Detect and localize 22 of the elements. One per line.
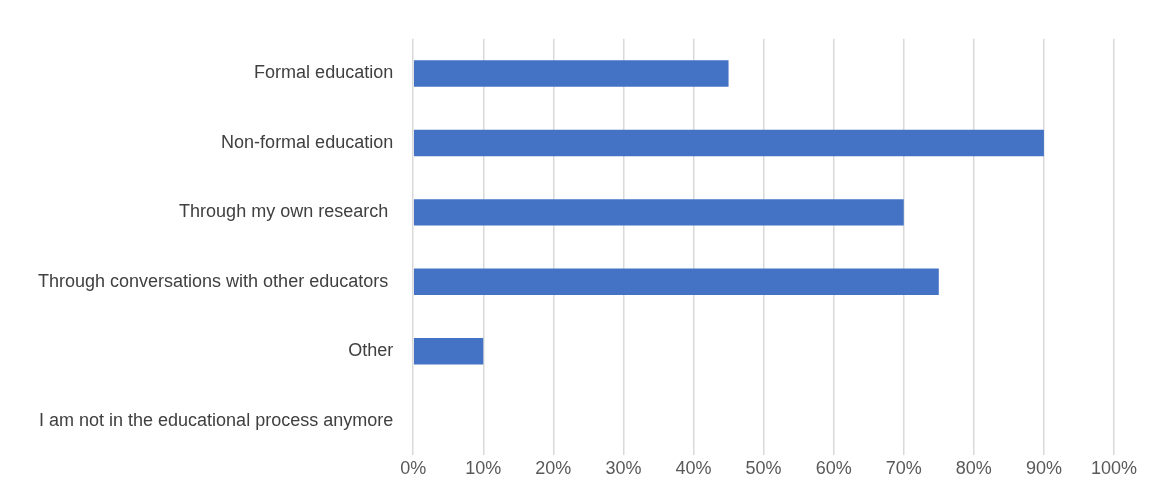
x-tick-label: 70% — [885, 458, 922, 479]
bar — [413, 129, 1044, 157]
y-tick-label: I am not in the educational process anymore — [38, 409, 394, 430]
x-tick-label: 90% — [1025, 458, 1062, 479]
y-tick-label: Formal education — [254, 62, 394, 83]
x-tick-label: 60% — [815, 458, 852, 479]
y-tick-label: Other — [348, 340, 394, 361]
x-tick-label: 20% — [535, 458, 572, 479]
x-tick-label: 30% — [605, 458, 642, 479]
x-tick-label: 10% — [465, 458, 502, 479]
bar — [413, 199, 904, 226]
x-tick-label: 0% — [400, 458, 427, 479]
x-tick-label: 100% — [1090, 458, 1138, 479]
bar — [413, 338, 484, 365]
x-tick-label: 40% — [675, 458, 712, 479]
bar — [413, 60, 729, 87]
x-tick-label: 50% — [745, 458, 782, 479]
y-tick-label: Through my own research — [179, 201, 394, 222]
y-tick-label: Through conversations with other educators — [37, 270, 394, 291]
x-tick-label: 80% — [955, 458, 992, 479]
y-tick-label: Non-formal education — [221, 131, 394, 152]
bar — [413, 268, 939, 296]
